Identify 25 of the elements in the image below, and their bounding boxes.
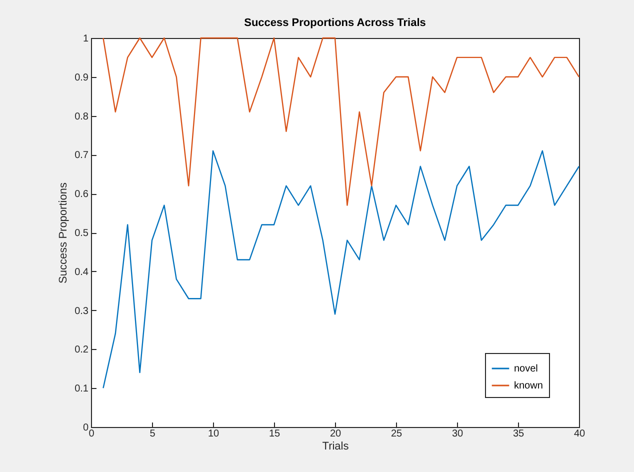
y-tick-label: 0.3 [74,306,89,317]
legend-label: novel [514,364,538,374]
x-tick-label: 15 [268,428,280,440]
x-tick-label: 25 [390,428,402,440]
y-tick-label: 0.2 [74,344,89,356]
y-tick-label: 1 [82,34,89,44]
y-tick-label: 0.9 [74,72,89,84]
x-tick-label: 20 [330,428,342,440]
y-tick-label: 0.7 [74,150,89,162]
y-tick-label: 0.4 [74,266,89,278]
x-axis-title: Trials [322,440,350,452]
x-tick-label: 40 [574,428,586,440]
y-tick-label: 0.5 [74,228,89,239]
y-tick-label: 0.6 [74,189,89,200]
legend-label: known [514,380,543,392]
x-tick-label: 5 [150,428,156,440]
x-tick-label: 30 [452,428,464,440]
y-tick-label: 0.1 [74,384,89,395]
y-tick-label: 0.8 [74,111,89,122]
line-series [102,37,580,206]
y-axis-title: Success Proportions [58,182,70,284]
x-tick-label: 35 [512,428,524,440]
line-series [102,150,580,389]
chart-title: Success Proportions Across Trials [244,17,426,29]
x-tick-label: 10 [208,428,220,440]
